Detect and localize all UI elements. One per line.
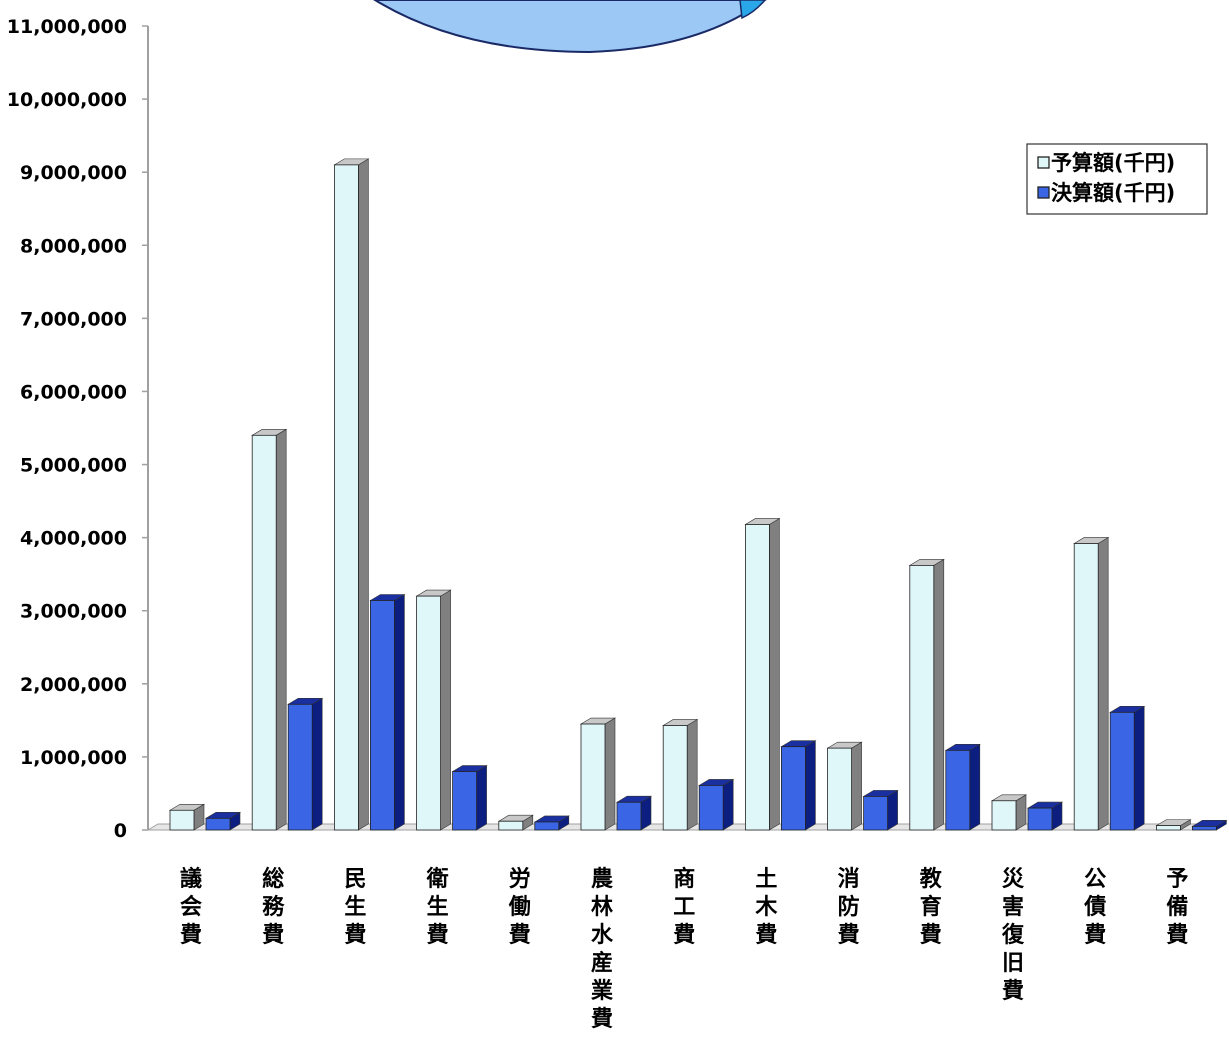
y-tick-label: 11,000,000 <box>7 16 127 38</box>
bar-settlement-11 <box>1109 705 1146 831</box>
category-label: 消防費 <box>838 867 860 948</box>
y-tick-label: 9,000,000 <box>20 162 127 184</box>
bar-settlement-5 <box>615 795 653 831</box>
pie-slice-fragment <box>739 0 766 20</box>
y-tick-label: 10,000,000 <box>7 89 127 111</box>
bar-budget-2 <box>333 158 370 831</box>
bar-budget-9 <box>908 558 945 831</box>
bar-settlement-10 <box>1026 801 1064 831</box>
bar-budget-8 <box>826 741 863 831</box>
bar-budget-5 <box>579 717 617 831</box>
y-tick-label: 3,000,000 <box>20 601 127 623</box>
category-label: 議会費 <box>180 866 202 948</box>
legend-label: 決算額(千円) <box>1051 181 1175 205</box>
bar-budget-0 <box>168 803 206 831</box>
bar-settlement-6 <box>698 778 735 831</box>
bar-settlement-12 <box>1191 819 1228 831</box>
category-label: 労働費 <box>508 866 531 948</box>
y-tick-label: 5,000,000 <box>20 455 127 477</box>
y-tick-label: 8,000,000 <box>20 235 127 257</box>
category-label: 商工費 <box>673 866 695 948</box>
bar-settlement-3 <box>451 764 488 831</box>
bar-settlement-4 <box>533 815 570 831</box>
y-tick-label: 4,000,000 <box>20 528 127 550</box>
bar-settlement-0 <box>204 811 242 831</box>
category-label: 土木費 <box>754 867 778 948</box>
bar-budget-6 <box>662 718 699 831</box>
bar-settlement-7 <box>780 740 817 831</box>
y-tick-label: 7,000,000 <box>20 308 127 330</box>
category-label: 予備費 <box>1166 867 1188 948</box>
bar-budget-1 <box>251 428 288 831</box>
legend-swatch <box>1037 156 1050 169</box>
y-tick-label: 0 <box>114 820 127 842</box>
bar-budget-10 <box>990 794 1028 831</box>
y-tick-label: 2,000,000 <box>20 674 127 696</box>
category-label: 災害復旧費 <box>1001 867 1025 1004</box>
bar-budget-3 <box>415 589 452 831</box>
category-label: 衛生費 <box>426 866 449 948</box>
legend-label: 予算額(千円) <box>1051 151 1175 175</box>
bar-budget-4 <box>497 814 534 831</box>
bar-budget-12 <box>1155 819 1192 831</box>
category-label: 教育費 <box>920 866 943 948</box>
bar-settlement-1 <box>287 697 324 831</box>
category-label: 総務費 <box>262 866 285 948</box>
y-tick-label: 6,000,000 <box>20 381 127 403</box>
legend-swatch <box>1037 186 1050 199</box>
pie-chart-fragment <box>373 0 767 54</box>
bar-budget-11 <box>1073 536 1110 831</box>
category-label: 公債費 <box>1083 867 1106 948</box>
legend-box <box>1026 143 1208 215</box>
bar-settlement-2 <box>369 593 406 831</box>
bar-settlement-8 <box>862 789 899 831</box>
category-label: 民生費 <box>344 867 366 948</box>
bar-budget-7 <box>744 517 781 831</box>
y-tick-label: 1,000,000 <box>20 747 127 769</box>
bar-settlement-9 <box>944 743 981 831</box>
category-label: 農林水産業費 <box>591 867 614 1032</box>
